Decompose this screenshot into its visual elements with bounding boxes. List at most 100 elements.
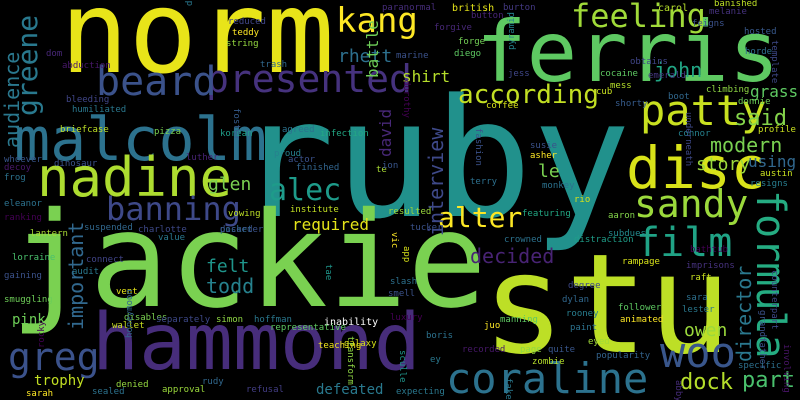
word: inability [324,317,379,328]
word: feigns [692,19,725,29]
word: disc [626,134,766,202]
word: film [636,220,733,266]
word: british [452,3,495,14]
word: ferris [476,3,780,101]
word: sara [686,293,708,303]
word: trash [260,60,288,70]
word: agreed [282,125,315,135]
word: decoy [4,163,32,173]
word: wallet [112,321,145,331]
word: dock [680,370,733,395]
word: decided [470,244,555,268]
word: reduced [228,17,266,27]
word: rooney [566,309,599,319]
word: battle [363,20,382,78]
word: rhett [338,46,393,67]
word: rampage [622,257,660,267]
word: infection [320,129,369,139]
word: follower [618,303,662,313]
word: terry [470,177,498,187]
word: john [654,58,703,82]
word: dylan [562,295,590,305]
word: audience [0,51,24,148]
word: jackie [10,184,487,338]
word: dorothy [401,80,411,118]
word: suspended [84,223,133,233]
word: feeling [571,0,706,35]
word: shorty [615,99,648,109]
word: le [538,161,560,182]
word: zombie [532,357,565,367]
word: slash [390,277,418,287]
word: felt [206,256,250,277]
word: transform [345,336,355,385]
word: pink [12,312,46,328]
word: tae [323,264,333,281]
word: abduction [62,61,111,71]
word: according [458,80,599,110]
word: david [376,108,395,157]
word: recorded [462,345,506,355]
word: required [292,215,370,234]
word: te [376,165,387,175]
word: gaining [4,271,42,281]
word: pizza [154,127,182,137]
word: briefcase [60,125,109,135]
word: cocaine [600,69,638,79]
word: manning [500,315,538,325]
word: hosted [744,27,777,37]
word: value [158,233,186,243]
word: sarah [26,389,54,399]
word: smell [388,289,416,299]
word: banning [106,190,241,228]
word: luxury [390,313,423,323]
word: kang [336,1,418,41]
word: dom [46,49,63,59]
word: burton [503,3,536,13]
word: fake [503,378,513,400]
word: proud [274,149,302,159]
word: teddy [232,28,260,38]
word: smuggling [4,295,53,305]
word: honeymoon [125,289,135,338]
word: ion [382,161,399,171]
word: alter [438,201,523,234]
word: frog [4,173,26,183]
word: bathtub [690,245,728,255]
word: asher [530,151,558,161]
word: denied [116,380,149,390]
word: connor [678,129,711,139]
word: owen [684,320,728,341]
word: specific [738,361,782,371]
word: rocky [37,320,47,348]
word: finished [296,163,340,173]
word: said [734,106,787,131]
word: vowing [228,209,261,219]
word: hammond [92,298,421,388]
word: foster [231,108,241,141]
word: ranking [4,213,42,223]
word: quite [548,345,576,355]
word: lantern [30,229,68,239]
word: jess [508,69,530,79]
word: presented [206,57,412,101]
word: ey [430,355,441,365]
word: institute [290,205,339,215]
word: banished [714,0,758,9]
word: subdues [608,229,646,239]
word: horde [745,47,773,57]
word: dinosaur [54,159,98,169]
word: stu [482,224,732,385]
word: string [226,39,259,49]
word: pocket [220,225,253,235]
word: norm [60,0,335,99]
word: abby [673,380,683,400]
word: connect [86,255,124,265]
word: involving [781,344,791,393]
word: separately [156,315,211,325]
word: sealed [92,387,125,397]
word: part [742,368,795,393]
word: greg [8,335,100,379]
word: eyed [588,337,610,347]
word: disorder [220,225,264,235]
